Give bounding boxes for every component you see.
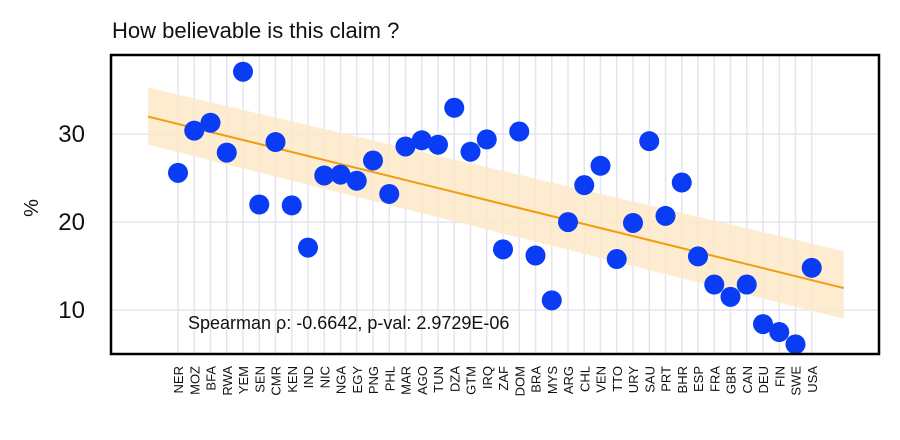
x-tick-label-can: CAN xyxy=(740,366,755,393)
data-point-nic xyxy=(314,165,335,186)
data-point-png xyxy=(363,150,383,171)
data-point-cmr xyxy=(265,132,286,153)
data-point-ken xyxy=(281,195,302,216)
x-tick-label-tto: TTO xyxy=(610,366,625,392)
x-tick-label-ner: NER xyxy=(171,366,186,393)
data-point-bfa xyxy=(200,112,221,133)
x-tick-label-zaf: ZAF xyxy=(496,366,511,391)
x-tick-label-deu: DEU xyxy=(756,366,771,393)
x-tick-label-phl: PHL xyxy=(382,366,397,391)
data-point-dza xyxy=(444,97,465,118)
y-tick-label: 30 xyxy=(58,121,85,148)
x-tick-label-bhr: BHR xyxy=(675,366,690,393)
data-point-deu xyxy=(753,314,773,335)
data-point-gtm xyxy=(460,141,481,162)
x-tick-label-prt: PRT xyxy=(659,366,674,392)
x-tick-label-cmr: CMR xyxy=(269,366,284,396)
data-point-fin xyxy=(769,322,790,343)
data-point-nga xyxy=(330,164,351,185)
x-tick-label-mys: MYS xyxy=(545,366,560,395)
x-tick-label-arg: ARG xyxy=(561,366,576,394)
x-tick-label-ago: AGO xyxy=(415,366,430,395)
x-tick-label-png: PNG xyxy=(366,366,381,394)
data-point-dom xyxy=(509,121,530,142)
data-point-fra xyxy=(704,274,725,295)
x-tick-label-bfa: BFA xyxy=(204,366,219,391)
x-tick-label-dom: DOM xyxy=(512,366,527,396)
chart-title: How believable is this claim ? xyxy=(112,18,399,43)
data-point-esp xyxy=(688,246,708,267)
data-point-egy xyxy=(346,170,367,191)
x-tick-label-gtm: GTM xyxy=(464,366,479,395)
data-point-bhr xyxy=(671,172,692,193)
data-point-bra xyxy=(525,245,546,266)
x-tick-label-sau: SAU xyxy=(642,366,657,393)
x-tick-label-fra: FRA xyxy=(707,366,722,392)
x-tick-label-sen: SEN xyxy=(252,366,267,393)
x-tick-label-egy: EGY xyxy=(350,366,365,394)
x-tick-label-ken: KEN xyxy=(285,366,300,393)
x-tick-label-dza: DZA xyxy=(447,366,462,392)
data-point-moz xyxy=(184,120,205,141)
trend-line xyxy=(147,115,844,290)
x-tick-label-mar: MAR xyxy=(399,366,414,395)
data-point-yem xyxy=(233,61,253,82)
x-tick-label-bra: BRA xyxy=(529,366,544,393)
data-point-arg xyxy=(558,212,578,233)
x-tick-label-usa: USA xyxy=(805,366,820,393)
data-point-tto xyxy=(606,249,627,270)
x-tick-label-esp: ESP xyxy=(691,366,706,392)
x-tick-label-fin: FIN xyxy=(772,366,787,387)
y-tick-label: 20 xyxy=(58,209,85,236)
data-point-swe xyxy=(785,334,806,355)
data-point-sau xyxy=(639,131,660,152)
data-point-irq xyxy=(476,129,497,150)
data-point-ner xyxy=(168,162,188,183)
x-tick-label-ury: URY xyxy=(626,366,641,394)
x-tick-label-ven: VEN xyxy=(594,366,609,393)
data-point-usa xyxy=(801,257,822,278)
y-tick-label: 10 xyxy=(58,297,85,324)
y-axis-label: % xyxy=(21,199,43,217)
data-point-phl xyxy=(379,183,400,204)
x-tick-label-swe: SWE xyxy=(789,366,804,396)
spearman-annotation: Spearman ρ: -0.6642, p-val: 2.9729E-06 xyxy=(188,313,509,333)
x-tick-label-gbr: GBR xyxy=(724,366,739,394)
data-point-rwa xyxy=(216,142,237,163)
x-tick-label-tun: TUN xyxy=(431,366,446,393)
x-tick-label-yem: YEM xyxy=(236,366,251,394)
data-point-gbr xyxy=(720,286,741,307)
data-point-can xyxy=(736,274,757,295)
x-tick-label-rwa: RWA xyxy=(220,366,235,396)
data-point-mys xyxy=(541,290,562,311)
data-point-prt xyxy=(655,205,676,226)
x-tick-label-moz: MOZ xyxy=(187,366,202,395)
x-tick-label-nga: NGA xyxy=(334,366,349,395)
x-tick-label-irq: IRQ xyxy=(480,366,495,389)
plot-frame xyxy=(109,53,881,356)
data-point-ago xyxy=(411,130,432,151)
data-point-sen xyxy=(249,194,270,215)
data-point-tun xyxy=(428,134,448,155)
x-tick-label-nic: NIC xyxy=(317,366,332,388)
data-point-chl xyxy=(574,175,595,196)
x-tick-label-ind: IND xyxy=(301,366,316,388)
data-point-ind xyxy=(298,237,318,258)
data-point-zaf xyxy=(493,239,513,260)
data-point-ven xyxy=(590,155,611,176)
data-point-mar xyxy=(395,136,416,157)
data-point-ury xyxy=(623,212,643,233)
x-tick-label-chl: CHL xyxy=(577,366,592,392)
